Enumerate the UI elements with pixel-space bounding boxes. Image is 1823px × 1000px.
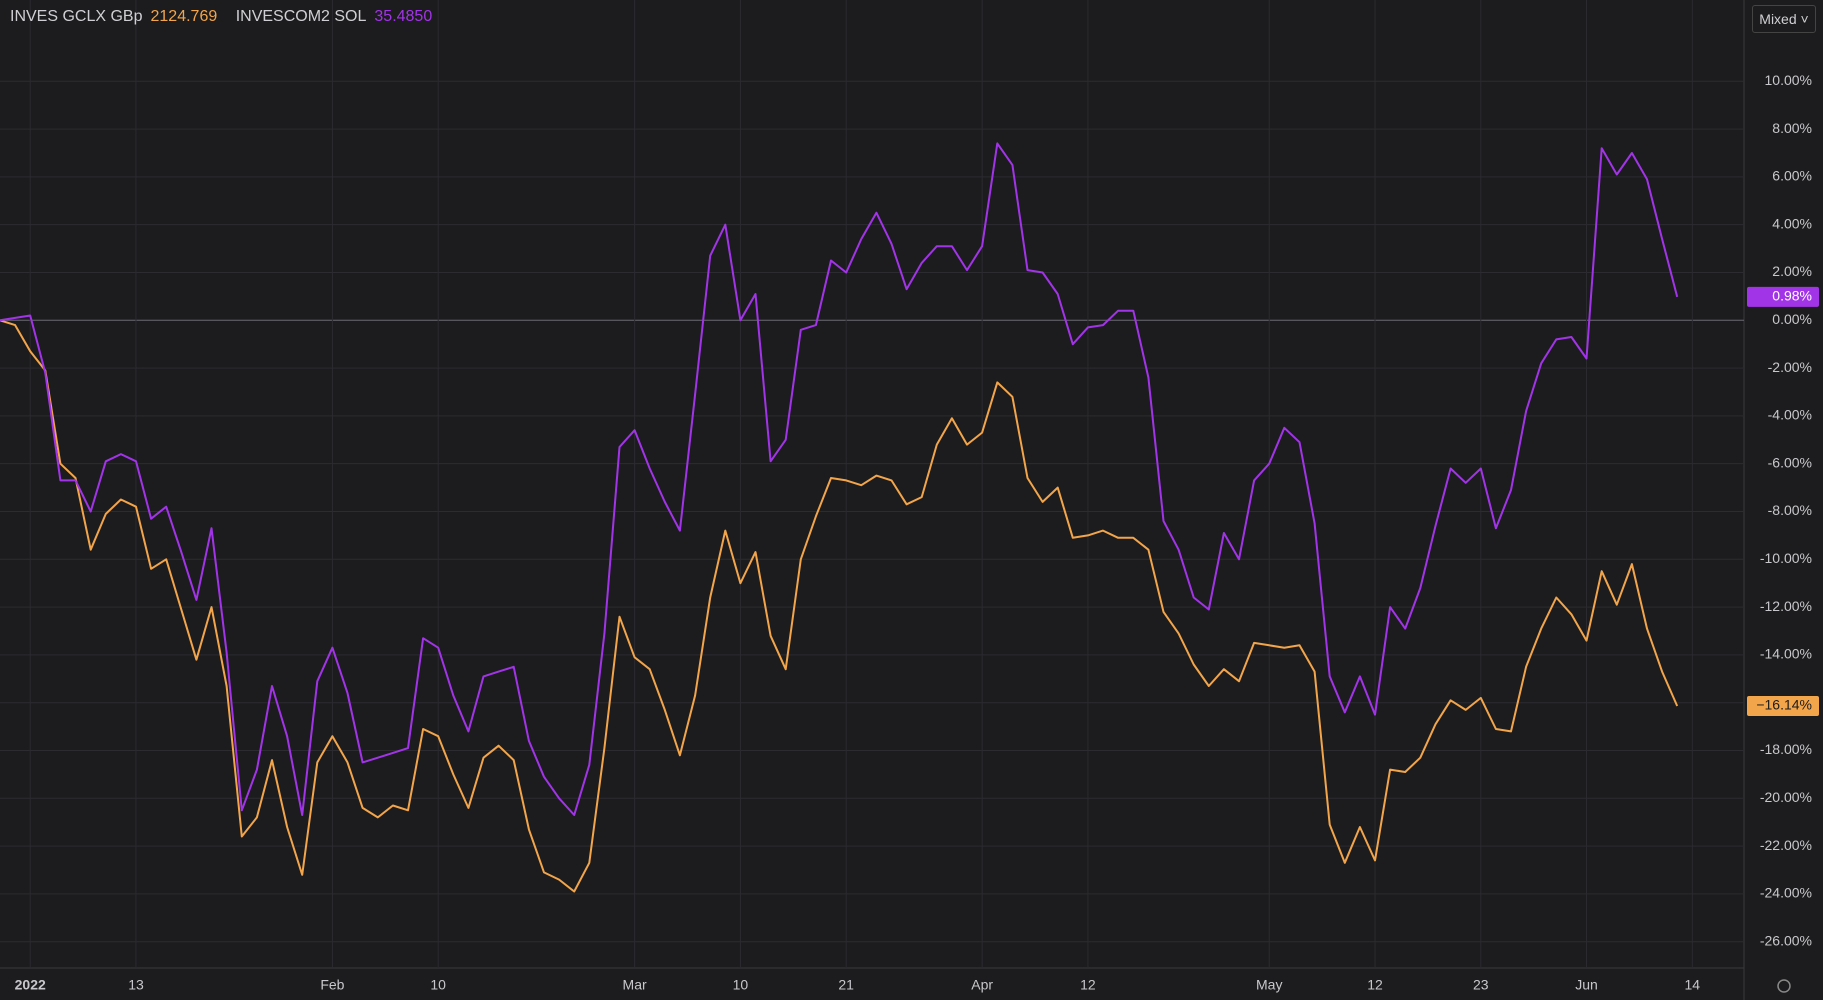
legend-price: 35.4850 (374, 8, 433, 25)
x-tick-label: 14 (1685, 977, 1701, 993)
y-tick-label: 8.00% (1772, 120, 1812, 136)
legend-name: INVES GCLX GBp (10, 8, 143, 25)
scale-mode-label: Mixed (1759, 11, 1797, 27)
legend-name: INVESCOM2 SOL (235, 8, 367, 25)
x-tick-label: Apr (971, 977, 993, 993)
last-value-badge (1747, 286, 1819, 307)
y-tick-label: -4.00% (1768, 407, 1812, 423)
y-tick-label: 6.00% (1772, 168, 1812, 184)
x-tick-label: 10 (430, 977, 446, 993)
y-tick-label: 2.00% (1772, 263, 1812, 279)
x-tick-label: 10 (733, 977, 749, 993)
y-tick-label: -14.00% (1760, 646, 1812, 662)
y-tick-label: 4.00% (1772, 215, 1812, 231)
y-tick-label: -24.00% (1760, 885, 1812, 901)
x-tick-label: 21 (838, 977, 854, 993)
x-tick-label: 23 (1473, 977, 1489, 993)
scale-mode-button[interactable]: Mixed ˅ (1752, 5, 1816, 33)
y-tick-label: 0.00% (1772, 311, 1812, 327)
x-tick-label: Jun (1575, 977, 1598, 993)
last-value-label: 0.98% (1772, 288, 1812, 304)
y-tick-label: -8.00% (1768, 502, 1812, 518)
y-tick-label: -18.00% (1760, 741, 1812, 757)
x-tick-label: 12 (1080, 977, 1096, 993)
x-tick-label: 13 (128, 977, 144, 993)
x-tick-label: May (1256, 977, 1282, 993)
x-tick-label: Feb (320, 977, 344, 993)
series-line (0, 319, 1679, 893)
y-tick-label: -6.00% (1768, 454, 1812, 470)
legend: INVES GCLX GBp 2124.769 INVESCOM2 SOL 35.4… (10, 8, 440, 26)
settings-icon (1777, 979, 1791, 993)
y-tick-label: 10.00% (1765, 72, 1812, 88)
y-tick-label: -20.00% (1760, 789, 1812, 805)
y-tick-label: -10.00% (1760, 550, 1812, 566)
x-tick-label: Mar (623, 977, 647, 993)
legend-price: 2124.769 (150, 8, 218, 25)
y-tick-label: -26.00% (1760, 932, 1812, 948)
y-tick-label: -22.00% (1760, 837, 1812, 853)
last-value-label: −16.14% (1756, 697, 1812, 713)
y-tick-label: -2.00% (1768, 359, 1812, 375)
series-line (0, 142, 1679, 816)
y-tick-label: -12.00% (1760, 598, 1812, 614)
x-tick-label: 2022 (15, 977, 46, 993)
x-tick-label: 12 (1367, 977, 1383, 993)
last-value-badge (1747, 696, 1819, 717)
